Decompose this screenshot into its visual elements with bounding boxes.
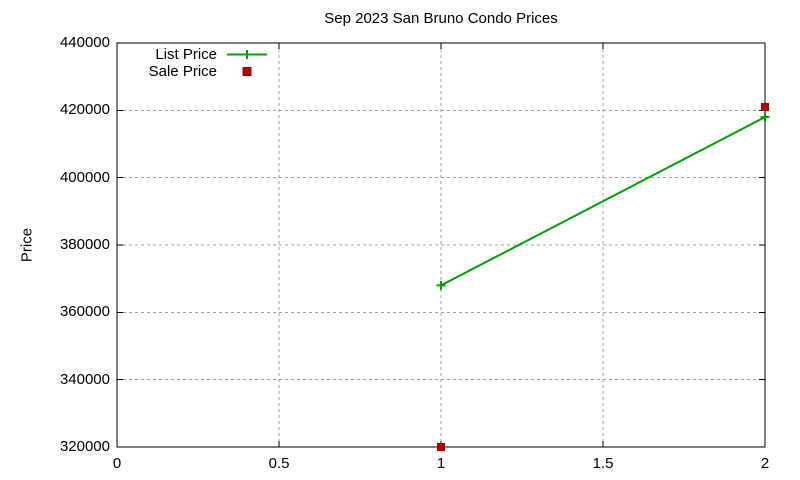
series-sale-price bbox=[437, 102, 769, 451]
legend-item-list-price: List Price bbox=[67, 46, 267, 63]
legend-label-sale-price: Sale Price bbox=[148, 63, 217, 80]
plus-marker bbox=[760, 112, 770, 122]
y-tick-label: 380000 bbox=[59, 236, 110, 253]
square-marker bbox=[761, 102, 769, 111]
legend: List Price Sale Price bbox=[67, 46, 267, 80]
y-tick-label: 420000 bbox=[59, 101, 110, 119]
chart-title: Sep 2023 San Bruno Condo Prices bbox=[324, 10, 558, 27]
legend-item-sale-price: Sale Price bbox=[67, 63, 267, 80]
y-tick-label: 340000 bbox=[59, 370, 110, 388]
y-tick-label: 320000 bbox=[59, 438, 110, 455]
x-tick-label: 0.5 bbox=[268, 455, 290, 472]
grid-lines bbox=[117, 43, 765, 447]
x-tick-label: 0 bbox=[112, 455, 122, 472]
x-tick-label: 2 bbox=[760, 455, 770, 472]
x-tick-label: 1 bbox=[436, 455, 446, 472]
filled-square-marker-icon bbox=[242, 67, 252, 76]
y-tick-label: 440000 bbox=[59, 34, 110, 51]
y-tick-label: 400000 bbox=[59, 168, 110, 186]
square-marker bbox=[437, 443, 445, 451]
x-tick-label: 1.5 bbox=[592, 455, 614, 472]
y-tick-label: 360000 bbox=[59, 303, 110, 321]
series-list-price bbox=[436, 112, 770, 290]
line-with-plus-marker-icon bbox=[227, 50, 267, 59]
plus-marker bbox=[436, 280, 446, 290]
legend-label-list-price: List Price bbox=[155, 46, 217, 63]
